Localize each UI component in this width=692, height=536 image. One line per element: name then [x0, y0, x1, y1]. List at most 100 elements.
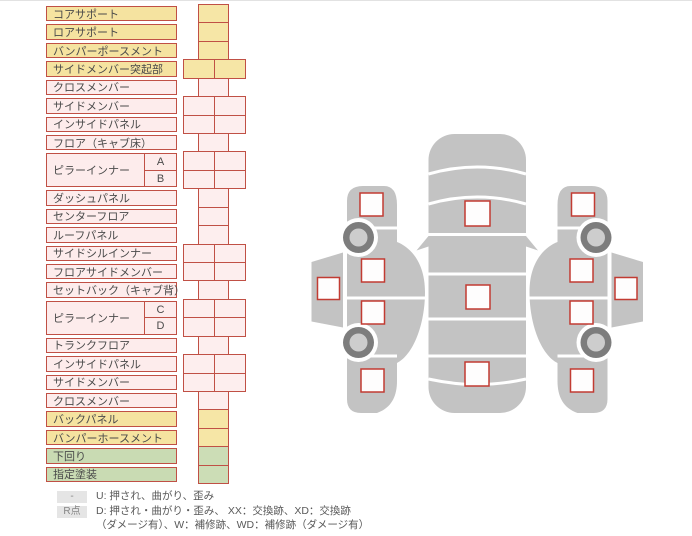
damage-marker-right-side-sill[interactable]	[614, 276, 638, 301]
part-label: サイドメンバー	[46, 98, 177, 114]
damage-marker-right-side-front-door[interactable]	[569, 258, 594, 283]
part-label: ロアサポート	[46, 24, 177, 40]
part-label: 下回り	[46, 448, 177, 464]
check-cell[interactable]	[198, 22, 229, 42]
check-cell[interactable]	[183, 372, 215, 393]
damage-marker-top-view-center[interactable]	[465, 284, 491, 310]
part-label: センターフロア	[46, 208, 177, 225]
legend-row: R点 D: 押され・曲がり・歪み、 XX：交換跡、XD：交換跡	[57, 505, 369, 519]
sub-label-a: A	[145, 154, 176, 171]
check-cell[interactable]	[183, 151, 215, 171]
sub-label-c: C	[145, 302, 176, 319]
check-cell[interactable]	[198, 77, 229, 98]
part-label: サイドシルインナー	[46, 245, 177, 261]
legend-badge: R点	[57, 505, 87, 518]
left-front-wheel	[349, 228, 368, 247]
part-label-span: ピラーインナー A B	[46, 153, 177, 188]
damage-marker-top-view-rear[interactable]	[464, 361, 490, 387]
legend-badge: -	[57, 491, 87, 503]
part-label: ピラーインナー	[53, 165, 130, 178]
check-cell[interactable]	[198, 225, 229, 245]
part-label: バックパネル	[46, 411, 177, 427]
check-cell[interactable]	[198, 4, 229, 24]
check-cell[interactable]	[214, 114, 246, 134]
check-cell[interactable]	[198, 133, 229, 153]
part-label: トランクフロア	[46, 337, 177, 354]
check-cell[interactable]	[198, 427, 229, 448]
damage-marker-left-side-front-fender[interactable]	[359, 192, 384, 217]
legend-row: - U: 押され、曲がり、歪み	[57, 490, 369, 504]
part-label: フロア（キャブ床）	[46, 135, 177, 151]
check-cell[interactable]	[183, 354, 215, 374]
check-cell[interactable]	[198, 464, 229, 485]
check-cell[interactable]	[198, 188, 229, 208]
damage-code-legend: - U: 押され、曲がり、歪み R点 D: 押され・曲がり・歪み、 XX：交換跡、XD…	[57, 490, 369, 534]
left-rear-wheel	[349, 333, 368, 352]
check-cell[interactable]	[198, 40, 229, 61]
part-label-span: ピラーインナー C D	[46, 300, 177, 335]
part-label: サイドメンバー突起部	[46, 61, 177, 77]
part-label: ダッシュパネル	[46, 190, 177, 206]
check-cell[interactable]	[198, 446, 229, 466]
damage-marker-right-side-rear-door[interactable]	[569, 300, 594, 325]
top-view-divider-lines	[428, 165, 527, 386]
part-label: サイドメンバー	[46, 374, 177, 391]
check-cell[interactable]	[183, 317, 215, 337]
check-cell[interactable]	[198, 335, 229, 356]
check-cell[interactable]	[183, 96, 215, 116]
part-label: セットバック（キャブ背）	[46, 282, 185, 298]
sub-label-b: B	[156, 172, 165, 185]
part-label: ルーフパネル	[46, 227, 177, 243]
part-label: インサイドパネル	[46, 116, 177, 132]
car-damage-diagram	[310, 134, 645, 415]
check-cell[interactable]	[183, 262, 215, 282]
check-cell[interactable]	[198, 391, 229, 411]
check-cell[interactable]	[198, 206, 229, 227]
right-rear-wheel	[587, 333, 605, 352]
part-label: バンパーホースメント	[46, 429, 177, 446]
part-label: 指定塗装	[46, 466, 177, 483]
legend-text: D: 押され・曲がり・歪み、 XX：交換跡、XD：交換跡	[96, 504, 351, 517]
part-label: フロアサイドメンバー	[46, 264, 177, 280]
damage-marker-right-side-front-fender[interactable]	[570, 192, 596, 217]
damage-marker-left-side-sill[interactable]	[316, 276, 341, 301]
check-cell[interactable]	[214, 96, 246, 116]
check-cell[interactable]	[214, 243, 246, 263]
check-cell[interactable]	[183, 114, 215, 134]
legend-row: （ダメージ有）、W：補修跡、WD：補修跡（ダメージ有）	[57, 519, 369, 533]
check-cell[interactable]	[183, 298, 215, 319]
right-mirror	[526, 236, 538, 251]
check-cell[interactable]	[183, 243, 215, 263]
legend-text: U: 押され、曲がり、歪み	[96, 490, 215, 502]
part-label: クロスメンバー	[46, 79, 177, 96]
part-label: コアサポート	[46, 6, 177, 22]
check-cell[interactable]	[198, 409, 229, 429]
damage-marker-top-view-front[interactable]	[464, 200, 491, 227]
part-label: バンパーポースメント	[46, 42, 177, 59]
damage-marker-right-side-rear-fender[interactable]	[569, 368, 595, 393]
check-cell[interactable]	[214, 59, 246, 79]
check-cell[interactable]	[214, 354, 246, 374]
damage-marker-left-side-front-door[interactable]	[360, 258, 386, 283]
left-mirror	[416, 236, 429, 251]
legend-badge	[57, 520, 87, 532]
check-cell[interactable]	[214, 169, 246, 190]
parts-check-table: コアサポート ロアサポート バンパーポースメント サイドメンバー突起部 クロスメンバーサ…	[46, 4, 256, 489]
damage-marker-left-side-rear-door[interactable]	[360, 300, 386, 325]
legend-text: （ダメージ有）、W：補修跡、WD：補修跡（ダメージ有）	[96, 519, 370, 531]
check-cell[interactable]	[214, 262, 246, 282]
part-label: ピラーインナー	[53, 312, 130, 325]
check-cell[interactable]	[214, 317, 246, 337]
check-cell[interactable]	[183, 169, 215, 190]
damage-marker-left-side-rear-fender[interactable]	[360, 368, 385, 393]
check-cell[interactable]	[198, 280, 229, 300]
check-cell[interactable]	[214, 151, 246, 171]
check-cell[interactable]	[183, 59, 215, 79]
check-cell[interactable]	[214, 372, 246, 393]
part-label: インサイドパネル	[46, 356, 177, 372]
check-cell[interactable]	[214, 298, 246, 319]
right-front-wheel	[587, 228, 605, 247]
